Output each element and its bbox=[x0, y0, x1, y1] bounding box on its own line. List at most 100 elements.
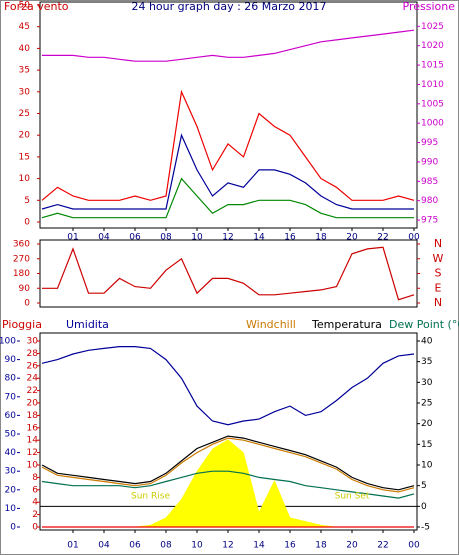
y3-tick-label: 18 bbox=[27, 411, 39, 421]
x-tick-label: 01 bbox=[67, 541, 78, 551]
y-tick-label: 30 bbox=[5, 467, 17, 477]
y2-tick-label: 1015 bbox=[421, 61, 444, 71]
x-tick-label: 00 bbox=[408, 233, 420, 243]
line bbox=[41, 437, 415, 493]
y3-tick-label: 8 bbox=[32, 473, 38, 483]
y3-tick-label: 28 bbox=[27, 349, 39, 359]
y-tick-label: 90 bbox=[19, 284, 31, 294]
y-tick-label: 180 bbox=[13, 269, 30, 279]
y2-tick-label: 30 bbox=[421, 378, 433, 388]
y3-tick-label: 4 bbox=[32, 498, 38, 508]
y3-tick-label: 14 bbox=[27, 436, 39, 446]
line bbox=[41, 133, 414, 210]
legend-entry: Dew Point (°C bbox=[389, 318, 459, 331]
y2-tick-label: 990 bbox=[421, 157, 438, 167]
x-tick-label: 22 bbox=[377, 233, 388, 243]
x-tick-label: 14 bbox=[253, 541, 265, 551]
y2-tick-label: 5 bbox=[421, 481, 427, 491]
y-tick-label: 50 bbox=[19, 1, 31, 11]
x-tick-label: 10 bbox=[191, 233, 203, 243]
x-tick-label: 06 bbox=[129, 541, 141, 551]
y-tick-label: 10 bbox=[19, 174, 31, 184]
x-tick-label: 14 bbox=[253, 233, 265, 243]
y3-tick-label: 2 bbox=[32, 510, 38, 520]
y2-tick-label: 1000 bbox=[421, 119, 444, 129]
y-tick-label: 5 bbox=[24, 196, 30, 206]
x-tick-label: 00 bbox=[408, 541, 420, 551]
y3-tick-label: 22 bbox=[27, 386, 38, 396]
x-tick-label: 10 bbox=[191, 541, 203, 551]
y2-tick-label: 985 bbox=[421, 177, 438, 187]
y-tick-label: 100 bbox=[0, 337, 16, 347]
x-tick-label: 08 bbox=[160, 233, 172, 243]
y2-tick-label: 0 bbox=[421, 502, 427, 512]
y2-tick-label: N bbox=[434, 237, 442, 250]
line bbox=[42, 246, 415, 301]
y2-tick-label: 20 bbox=[421, 419, 433, 429]
x-tick-label: 22 bbox=[377, 541, 388, 551]
line bbox=[41, 435, 415, 491]
axis-label: Pioggia bbox=[2, 318, 42, 331]
y2-tick-label: 980 bbox=[421, 196, 438, 206]
y2-tick-label: 975 bbox=[421, 216, 438, 226]
y2-tick-label: 35 bbox=[421, 357, 432, 367]
y-tick-label: 70 bbox=[5, 392, 17, 402]
x-tick-label: 04 bbox=[98, 541, 110, 551]
y-tick-label: 50 bbox=[5, 430, 17, 440]
y3-tick-label: 20 bbox=[27, 399, 39, 409]
y-tick-label: 35 bbox=[19, 66, 30, 76]
line bbox=[41, 89, 415, 201]
x-tick-label: 20 bbox=[346, 233, 358, 243]
x-tick-label: 16 bbox=[284, 233, 296, 243]
y-tick-label: 15 bbox=[19, 152, 30, 162]
axis-label: Forza vento bbox=[4, 0, 69, 13]
x-tick-label: 18 bbox=[315, 541, 327, 551]
legend-entry: Temperatura bbox=[311, 318, 382, 331]
y-tick-label: 30 bbox=[19, 87, 31, 97]
line bbox=[41, 346, 415, 426]
x-tick-label: 06 bbox=[129, 233, 141, 243]
chart-title: 24 hour graph day : 26 Marzo 2017 bbox=[131, 0, 326, 13]
y3-tick-label: 12 bbox=[27, 448, 38, 458]
y2-tick-label: S bbox=[435, 267, 442, 280]
y-tick-label: 0 bbox=[10, 523, 16, 533]
y2-tick-label: 15 bbox=[421, 440, 432, 450]
y2-tick-label: E bbox=[435, 281, 442, 294]
y3-tick-label: 24 bbox=[27, 374, 39, 384]
x-tick-label: 12 bbox=[222, 233, 233, 243]
y3-tick-label: 6 bbox=[32, 485, 38, 495]
y2-tick-label: 40 bbox=[421, 337, 433, 347]
annotation: Sun Rise bbox=[131, 492, 170, 502]
y3-tick-label: 26 bbox=[27, 361, 39, 371]
y2-tick-label: 995 bbox=[421, 138, 438, 148]
y-tick-label: 0 bbox=[24, 218, 30, 228]
y-tick-label: 90 bbox=[5, 355, 17, 365]
line bbox=[41, 177, 414, 219]
y3-tick-label: 16 bbox=[27, 423, 39, 433]
line bbox=[42, 29, 415, 62]
y-tick-label: 0 bbox=[24, 299, 30, 309]
x-tick-label: 12 bbox=[222, 541, 233, 551]
y2-tick-label: 1005 bbox=[421, 99, 444, 109]
y-tick-label: 360 bbox=[13, 240, 30, 250]
x-tick-label: 20 bbox=[346, 541, 358, 551]
y2-tick-label: 1020 bbox=[421, 41, 444, 51]
x-tick-label: 18 bbox=[315, 233, 327, 243]
y-tick-label: 45 bbox=[19, 22, 30, 32]
annotation: Sun Set bbox=[335, 492, 370, 502]
x-tick-label: 01 bbox=[67, 233, 78, 243]
x-tick-label: 08 bbox=[160, 541, 172, 551]
y-tick-label: 80 bbox=[5, 374, 17, 384]
y-tick-label: 20 bbox=[5, 485, 17, 495]
legend-entry: Windchill bbox=[246, 318, 296, 331]
y2-tick-label: 25 bbox=[421, 399, 432, 409]
y3-tick-label: 0 bbox=[32, 523, 38, 533]
y-tick-label: 270 bbox=[13, 254, 30, 264]
x-tick-label: 16 bbox=[284, 541, 296, 551]
x-tick-label: 04 bbox=[98, 233, 110, 243]
y-tick-label: 20 bbox=[19, 131, 31, 141]
y-tick-label: 25 bbox=[19, 109, 30, 119]
y2-tick-label: W bbox=[433, 252, 444, 265]
y-tick-label: 10 bbox=[5, 504, 17, 514]
